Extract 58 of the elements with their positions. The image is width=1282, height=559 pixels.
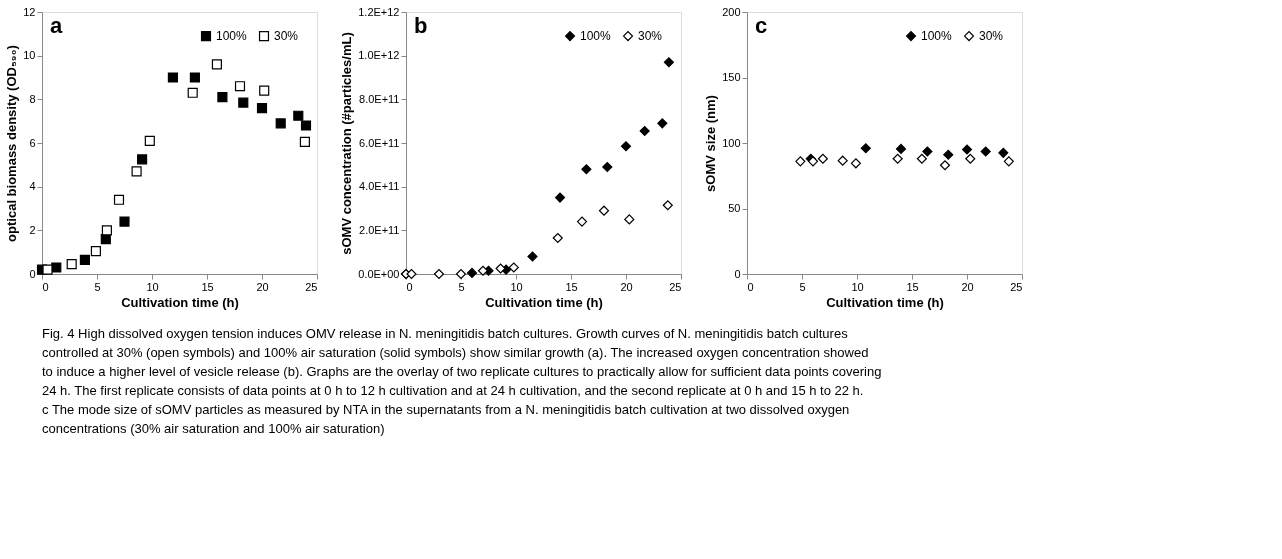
- x-tick-label: 25: [1010, 280, 1023, 293]
- x-tick-label: 0: [42, 280, 49, 293]
- x-tick-label: 10: [146, 280, 159, 293]
- x-tick-label: 25: [305, 280, 318, 293]
- x-tick-label: 20: [256, 280, 269, 293]
- y-tick-label: 200: [722, 5, 741, 18]
- x-axis-title: Cultivation time (h): [121, 294, 239, 310]
- y-axis-title: optical biomass density (OD₅₉₀): [4, 45, 20, 242]
- y-axis-title: sOMV size (nm): [703, 95, 719, 192]
- x-tick-label: 20: [620, 280, 633, 293]
- chart-title: b: [414, 13, 428, 38]
- legend-label: 30%: [979, 29, 1004, 44]
- y-tick-label: 1.2E+12: [358, 5, 400, 18]
- x-tick-label: 20: [961, 280, 974, 293]
- y-tick-label: 2: [29, 223, 36, 236]
- y-tick-label: 50: [728, 202, 741, 214]
- y-tick-label: 6.0E+11: [359, 136, 400, 149]
- x-tick-label: 5: [458, 280, 465, 293]
- x-tick-label: 25: [669, 280, 682, 293]
- legend-label: 30%: [638, 29, 663, 44]
- text: concentrations (30% air saturation and 100% air saturation): [42, 421, 385, 436]
- y-tick-label: 8: [29, 92, 36, 105]
- y-tick-label: 2.0E+11: [359, 223, 400, 236]
- y-tick-label: 4.0E+11: [359, 180, 400, 193]
- x-tick-label: 5: [94, 280, 101, 293]
- y-tick-label: 6: [29, 136, 36, 149]
- y-tick-label: 0.0E+00: [358, 267, 400, 280]
- y-tick-label: 0: [29, 267, 36, 280]
- y-tick-label: 100: [722, 136, 741, 149]
- x-tick-label: 15: [201, 280, 214, 293]
- chart-title: c: [755, 13, 768, 38]
- x-axis-title: Cultivation time (h): [485, 294, 603, 310]
- x-tick-label: 5: [799, 280, 806, 293]
- legend-label: 100%: [216, 29, 248, 44]
- x-tick-label: 10: [510, 280, 523, 293]
- chart-title: a: [50, 13, 63, 38]
- y-tick-label: 1.0E+12: [358, 49, 400, 62]
- legend-label: 100%: [921, 29, 953, 44]
- y-tick-label: 12: [23, 5, 36, 18]
- legend-label: 100%: [580, 29, 612, 44]
- text: controlled at 30% (open symbols) and 100% air saturation (solid symbols) show similar growth (a). The increased oxygen concentration showed: [42, 345, 869, 360]
- x-axis-title: Cultivation time (h): [826, 294, 944, 310]
- x-tick-label: 15: [565, 280, 578, 293]
- y-tick-label: 150: [722, 71, 741, 83]
- y-tick-label: 8.0E+11: [359, 92, 400, 105]
- y-axis-title: sOMV concentration (#particles/mL): [339, 32, 355, 255]
- y-tick-label: 0: [734, 267, 741, 280]
- text: to induce a higher level of vesicle release (b). Graphs are the overlay of two replicate cultures to practically allow for sufficient data points covering: [42, 364, 882, 379]
- x-tick-label: 0: [747, 280, 754, 293]
- y-tick-label: 10: [23, 49, 36, 62]
- x-tick-label: 0: [406, 280, 413, 293]
- text: 24 h. The first replicate consists of data points at 0 h to 12 h cultivation and at 24 h cultivation, and the second replicate at 0 h and 15 h to 22 h.: [42, 383, 864, 398]
- y-tick-label: 4: [29, 180, 36, 193]
- legend-label: 30%: [274, 29, 299, 44]
- text: c The mode size of sOMV particles as measured by NTA in the supernatants from a N. meningitidis batch cultivation at two dissolved oxygen: [42, 402, 850, 417]
- caption: Fig. 4 High dissolved oxygen tension induces OMV release in N. meningitidis batch cultures. Growth curves of N. meningitidis batch cultures: [42, 326, 849, 341]
- x-tick-label: 15: [906, 280, 919, 293]
- x-tick-label: 10: [851, 280, 864, 293]
